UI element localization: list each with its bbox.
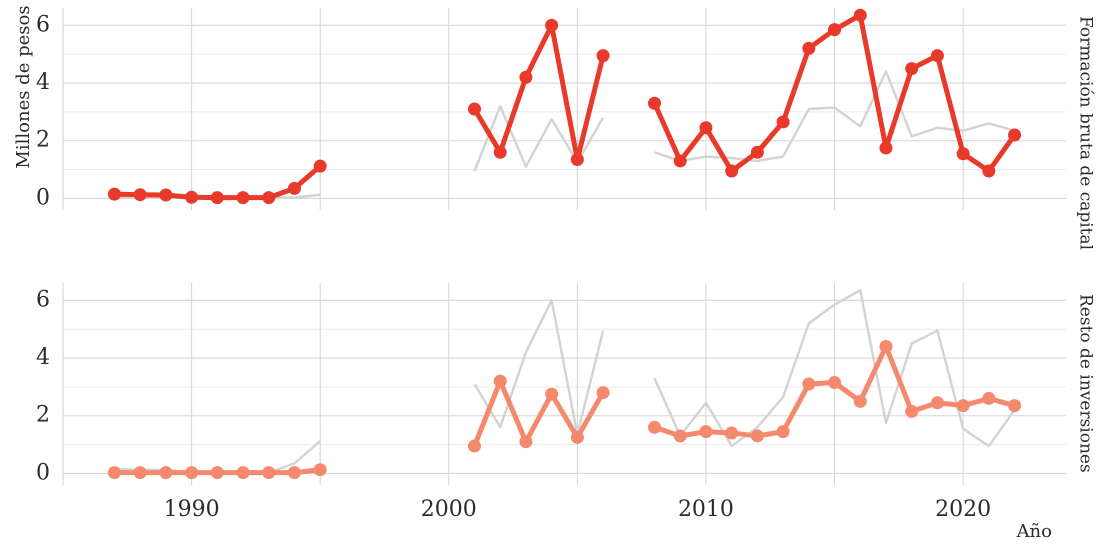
x-tick-label: 2000: [421, 497, 477, 522]
data-point-formacion: [750, 145, 764, 159]
data-point-formacion: [262, 191, 276, 205]
data-point-formacion: [1008, 128, 1022, 142]
panel-formacion-bruta: 0 2 4 6: [36, 8, 1066, 210]
y-tick-label: 6: [36, 12, 50, 37]
y-tick-label: 0: [36, 185, 50, 210]
context-line-formacion: [653, 289, 1016, 448]
y-axis-title: Millones de pesos: [13, 5, 34, 168]
context-line-formacion: [473, 299, 605, 436]
data-point-resto: [236, 466, 250, 480]
data-point-resto: [905, 404, 919, 418]
data-point-resto: [596, 386, 610, 400]
data-point-formacion: [673, 154, 687, 168]
data-point-resto: [545, 387, 559, 401]
data-point-formacion: [493, 145, 507, 159]
data-point-formacion: [776, 115, 790, 129]
data-point-resto: [107, 466, 121, 480]
facet-label-resto: Resto de inversiones: [1076, 294, 1096, 473]
data-point-formacion: [519, 70, 533, 84]
x-tick-label: 2010: [678, 497, 734, 522]
data-point-resto: [802, 377, 816, 391]
data-point-resto: [853, 394, 867, 408]
data-point-resto: [159, 466, 173, 480]
series-line-resto: [471, 378, 606, 449]
data-point-formacion: [982, 164, 996, 178]
data-point-resto: [185, 466, 199, 480]
x-tick-label: 2020: [935, 497, 991, 522]
data-point-resto: [673, 429, 687, 443]
y-tick-label: 2: [36, 128, 50, 153]
data-point-formacion: [159, 188, 173, 202]
data-point-resto: [570, 430, 584, 444]
data-point-formacion: [648, 96, 662, 110]
facet-label-formacion: Formación bruta de capital: [1076, 16, 1096, 250]
y-tick-label: 6: [36, 287, 50, 312]
data-point-resto: [750, 429, 764, 443]
data-point-resto: [287, 466, 301, 480]
data-point-resto: [1008, 399, 1022, 413]
y-tick-label: 2: [36, 403, 50, 428]
y-tick-label: 4: [36, 70, 50, 95]
data-point-formacion: [133, 188, 147, 202]
data-point-resto: [133, 466, 147, 480]
data-point-formacion: [287, 181, 301, 195]
data-point-resto: [776, 425, 790, 439]
data-point-resto: [725, 426, 739, 440]
data-point-formacion: [930, 49, 944, 63]
data-point-resto: [828, 376, 842, 390]
data-point-resto: [648, 420, 662, 434]
data-point-formacion: [545, 18, 559, 32]
data-point-formacion: [185, 190, 199, 204]
data-point-formacion: [956, 147, 970, 161]
data-point-formacion: [107, 187, 121, 201]
panel-resto-inversiones: 0 2 4 6: [36, 283, 1066, 485]
x-tick-label: 1990: [164, 497, 220, 522]
y-tick-label: 0: [36, 460, 50, 485]
data-point-formacion: [570, 153, 584, 166]
data-point-formacion: [905, 62, 919, 76]
data-point-resto: [313, 463, 327, 477]
data-point-resto: [982, 391, 996, 405]
data-point-formacion: [313, 159, 327, 173]
data-point-formacion: [828, 23, 842, 37]
data-point-resto: [467, 439, 481, 453]
y-tick-label: 4: [36, 345, 50, 370]
data-point-resto: [519, 435, 533, 449]
data-point-formacion: [210, 191, 224, 205]
data-point-resto: [262, 466, 276, 480]
data-point-resto: [493, 374, 507, 388]
data-point-formacion: [853, 8, 867, 22]
data-point-formacion: [725, 164, 739, 178]
data-point-resto: [879, 339, 893, 353]
data-point-resto: [930, 396, 944, 410]
data-point-resto: [956, 399, 970, 413]
data-point-formacion: [596, 49, 610, 63]
data-point-formacion: [879, 141, 893, 155]
x-axis: 1990 2000 2010 2020: [164, 497, 992, 522]
data-point-resto: [699, 425, 713, 439]
data-point-formacion: [467, 102, 481, 116]
x-axis-title: Año: [1016, 521, 1052, 542]
data-point-formacion: [699, 121, 713, 135]
data-point-formacion: [802, 41, 816, 55]
data-point-formacion: [236, 191, 250, 205]
data-point-resto: [210, 466, 224, 480]
series-line-formacion: [471, 22, 606, 162]
